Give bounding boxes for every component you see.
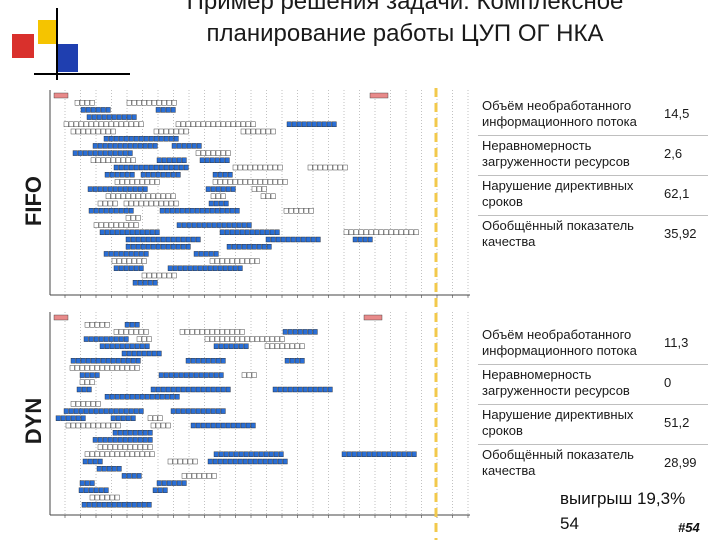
metric-value: 28,99 <box>664 455 697 470</box>
corner-red-square <box>12 34 34 58</box>
metric-quality-index: Обобщённый показатель качества 35,92 <box>478 218 708 256</box>
metric-label: Неравномерность загруженности ресурсов <box>482 138 630 169</box>
metric-resource-unevenness: Неравномерность загруженности ресурсов 2… <box>478 138 708 176</box>
title-line-1: Пример решения задачи. Комплексное <box>186 0 624 15</box>
corner-horizontal-line <box>34 73 130 75</box>
page-title: Пример решения задачи. Комплексное плани… <box>110 0 700 50</box>
metric-value: 35,92 <box>664 226 697 241</box>
metric-label: Объём необработанного информационного по… <box>482 98 637 129</box>
title-line-2: планирование работы ЦУП ОГ НКА <box>206 20 604 47</box>
slide-badge: #54 <box>678 520 700 535</box>
metric-label: Объём необработанного информационного по… <box>482 327 637 358</box>
metric-label: Обобщённый показатель качества <box>482 447 634 478</box>
metric-unprocessed-flow: Объём необработанного информационного по… <box>478 98 708 136</box>
metric-label: Обобщённый показатель качества <box>482 218 634 249</box>
metric-resource-unevenness: Неравномерность загруженности ресурсов 0 <box>478 367 708 405</box>
metric-unprocessed-flow: Объём необработанного информационного по… <box>478 327 708 365</box>
gain-text: выигрыш 19,3% <box>560 489 686 508</box>
metric-value: 11,3 <box>664 335 689 350</box>
gantt-chart-dyn <box>49 312 470 518</box>
metric-quality-index: Обобщённый показатель качества 28,99 <box>478 447 708 485</box>
gantt-chart-fifo <box>49 90 470 298</box>
corner-yellow-square <box>38 20 58 44</box>
metric-value: 51,2 <box>664 415 690 430</box>
metric-deadline-violation: Нарушение директивных сроков 62,1 <box>478 178 708 216</box>
corner-blue-square <box>56 44 78 72</box>
metric-deadline-violation: Нарушение директивных сроков 51,2 <box>478 407 708 445</box>
metric-value: 2,6 <box>664 146 683 161</box>
slide-number: 54 <box>560 514 579 533</box>
metric-value: 14,5 <box>664 106 690 121</box>
metric-label: Нарушение директивных сроков <box>482 407 634 438</box>
metric-value: 62,1 <box>664 186 690 201</box>
metric-label: Нарушение директивных сроков <box>482 178 634 209</box>
metric-value: 0 <box>664 375 672 390</box>
corner-vertical-line <box>56 8 58 80</box>
metric-label: Неравномерность загруженности ресурсов <box>482 367 630 398</box>
